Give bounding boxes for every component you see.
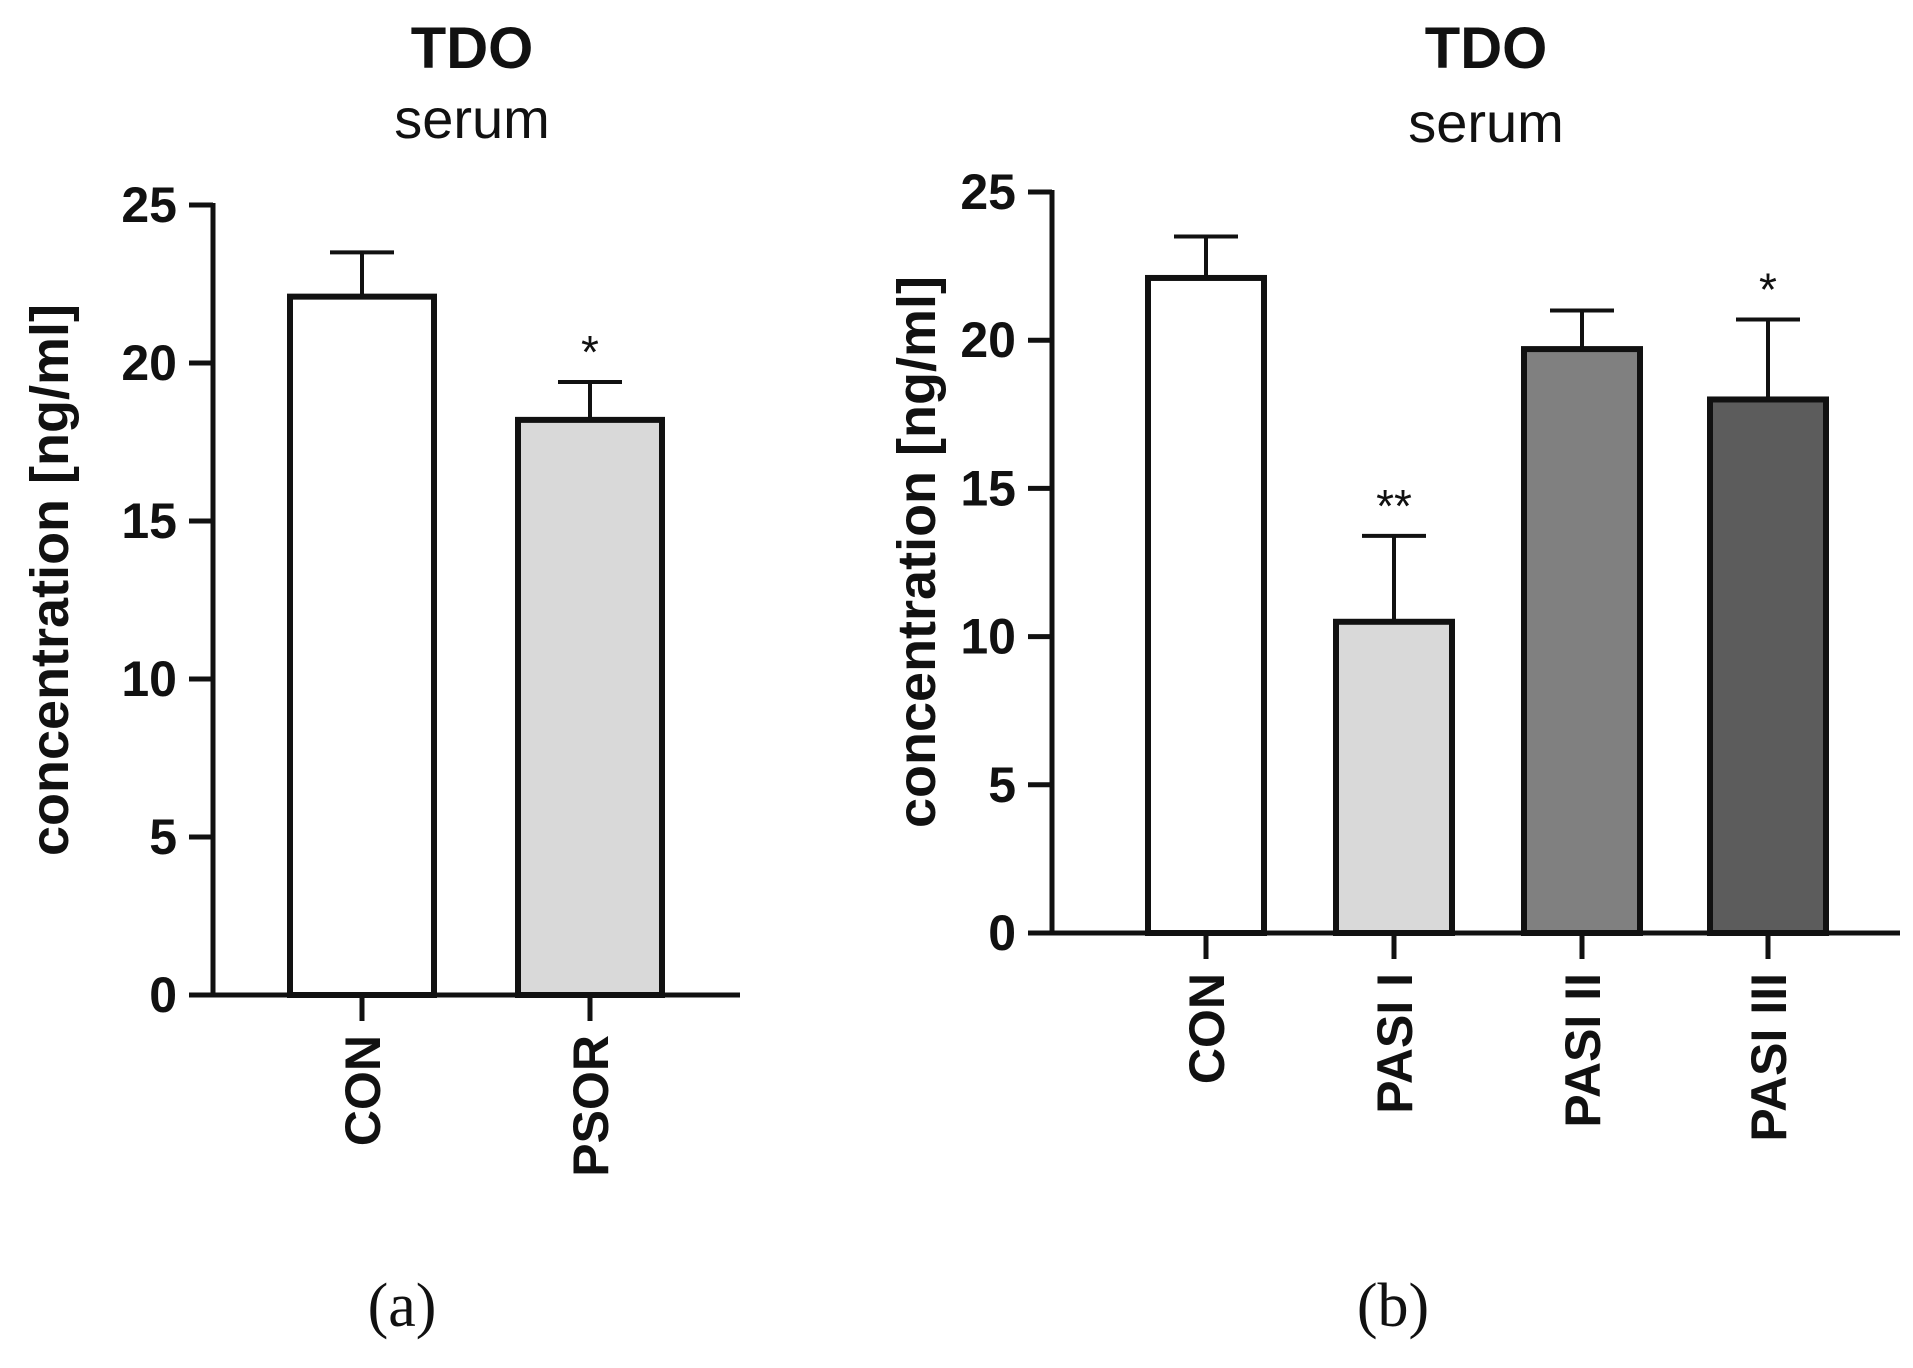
significance-marker: ** <box>1376 480 1412 532</box>
x-tick-label: PASI III <box>1741 973 1797 1142</box>
y-tick-label: 5 <box>988 757 1016 813</box>
y-tick-label: 10 <box>960 609 1016 665</box>
y-tick-label: 5 <box>149 809 177 865</box>
chart-title: TDO <box>1425 16 1547 81</box>
significance-marker: * <box>581 326 599 378</box>
x-tick-label: CON <box>335 1035 391 1146</box>
bar <box>1333 618 1455 937</box>
bar <box>1145 274 1267 936</box>
y-tick-label: 15 <box>121 493 177 549</box>
x-tick-label: CON <box>1179 973 1235 1084</box>
y-tick-label: 15 <box>960 460 1016 516</box>
x-tick-label: PSOR <box>563 1035 619 1177</box>
y-tick-label: 0 <box>149 967 177 1023</box>
y-tick-label: 20 <box>960 312 1016 368</box>
y-tick-label: 25 <box>960 164 1016 220</box>
chart-subtitle: serum <box>394 87 550 150</box>
panel-label: (b) <box>1357 1272 1429 1340</box>
y-tick-label: 20 <box>121 335 177 391</box>
significance-marker: * <box>1759 263 1777 315</box>
y-tick-label: 0 <box>988 905 1016 961</box>
bar <box>1521 346 1643 937</box>
y-tick-label: 10 <box>121 651 177 707</box>
y-axis-label: concentration [ng/ml] <box>20 304 80 856</box>
bar <box>287 293 437 998</box>
chart-title: TDO <box>411 16 533 81</box>
panel-b: TDO serum concentration [ng/ml] (b) 0 5 10… <box>887 16 1900 1340</box>
y-axis-label: concentration [ng/ml] <box>887 276 947 828</box>
panel-label: (a) <box>368 1272 437 1340</box>
y-tick-label: 25 <box>121 177 177 233</box>
x-tick-label: PASI I <box>1367 973 1423 1114</box>
chart-subtitle: serum <box>1408 91 1564 154</box>
panel-a: TDO serum concentration [ng/ml] (a) 0 5 10… <box>20 16 740 1340</box>
bar <box>1707 396 1829 937</box>
bar <box>515 416 665 998</box>
x-tick-label: PASI II <box>1555 973 1611 1128</box>
